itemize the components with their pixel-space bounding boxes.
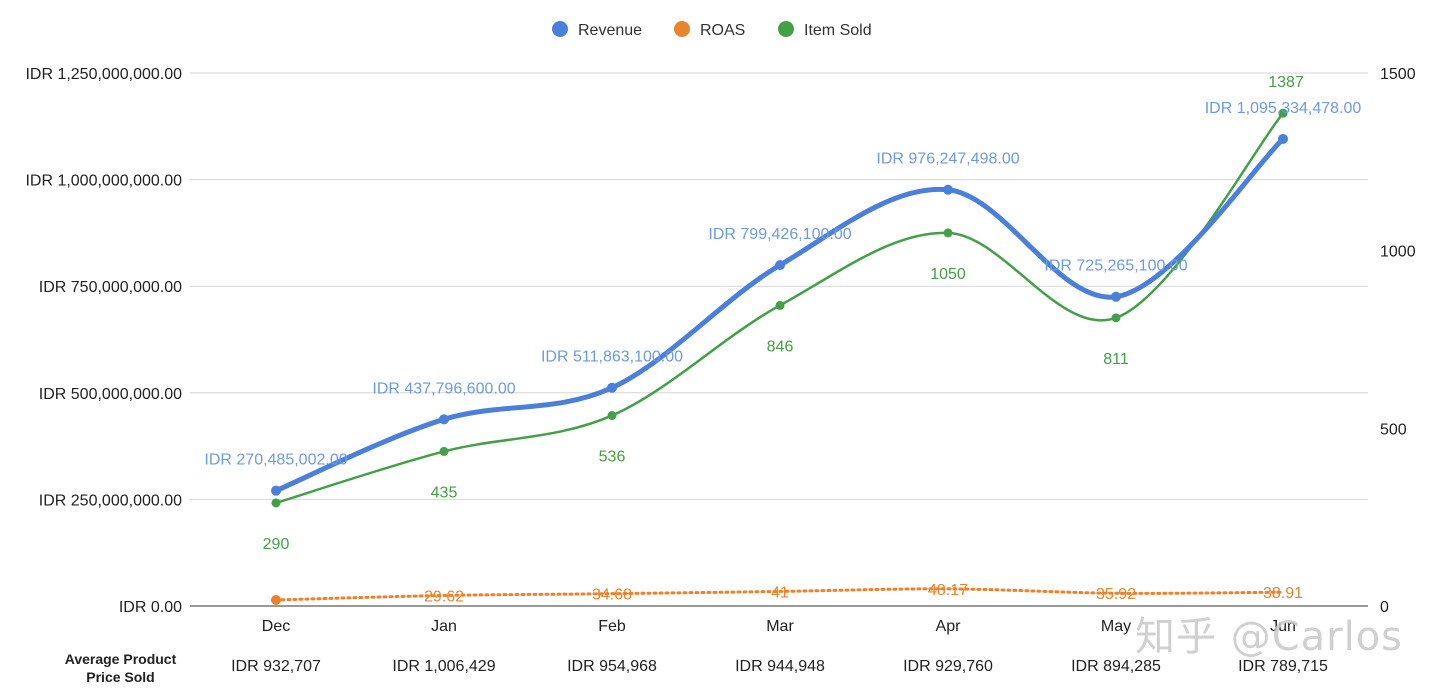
revenue-line [273,136,1286,494]
left-tick-label-1: IDR 250,000,000.00 [39,492,182,509]
right-tick-label-0: 0 [1380,599,1389,616]
x-tick-label-jan: Jan [431,618,457,635]
roas-label-may: 35.92 [1096,586,1136,603]
average-price-feb: IDR 954,968 [567,658,657,675]
left-tick-label-0: IDR 0.00 [119,599,182,616]
x-tick-label-apr: Apr [936,618,962,635]
data-labels: IDR 270,485,002.00 IDR 437,796,600.00 IDR … [204,74,1361,605]
x-tick-label-dec: Dec [262,618,290,635]
x-tick-label-mar: Mar [766,618,794,635]
item-sold-label-jan: 435 [431,484,458,501]
roas-label-apr: 48.17 [928,582,968,599]
item-sold-label-dec: 290 [263,536,290,553]
x-tick-label-jun: Jun [1270,618,1296,635]
average-price-row-label: Average Product Price Sold [48,650,193,686]
item-sold-point-jun [1278,108,1288,118]
gridlines [190,72,1368,607]
legend-marker-roas [674,21,690,37]
legend-label-revenue: Revenue [578,22,642,39]
revenue-label-jun: IDR 1,095,334,478.00 [1205,100,1362,117]
item-sold-label-mar: 846 [767,338,794,355]
left-tick-label-4: IDR 1,000,000,000.00 [25,173,182,190]
average-price-apr: IDR 929,760 [903,658,993,675]
revenue-point-may [1111,291,1121,302]
roas-label-mar: 41 [771,584,789,601]
revenue-point-dec [271,485,281,496]
average-price-may: IDR 894,285 [1071,658,1161,675]
x-tick-label-feb: Feb [598,618,626,635]
roas-line [274,587,1285,602]
left-tick-label-2: IDR 500,000,000.00 [39,386,182,403]
right-tick-label-2: 1000 [1380,244,1416,261]
revenue-point-jan [439,414,449,425]
item-sold-point-feb [607,411,617,421]
item-sold-label-feb: 536 [599,449,626,466]
item-sold-point-may [1111,313,1121,323]
legend: Revenue ROAS Item Sold [552,21,872,39]
left-axis-ticks: IDR 0.00 IDR 250,000,000.00 IDR 500,000,00… [25,66,182,616]
item-sold-label-jun: 1387 [1268,74,1304,91]
revenue-label-jan: IDR 437,796,600.00 [372,380,515,397]
left-tick-label-3: IDR 750,000,000.00 [39,279,182,296]
average-price-label-line2: Price Sold [86,669,155,685]
roas-label-feb: 34.68 [592,587,632,604]
average-price-mar: IDR 944,948 [735,658,825,675]
roas-label-jan: 29.62 [424,588,464,605]
average-price-jan: IDR 1,006,429 [392,658,496,675]
legend-label-roas: ROAS [700,22,745,39]
item-sold-label-apr: 1050 [930,266,966,283]
right-axis-ticks: 0 500 1000 1500 [1380,66,1416,616]
watermark: 知乎 @Carlos [1135,614,1404,660]
item-sold-point-apr [943,228,953,238]
revenue-label-dec: IDR 270,485,002.00 [204,452,347,469]
revenue-point-jun [1278,133,1288,144]
revenue-label-mar: IDR 799,426,100.00 [708,226,851,243]
legend-label-item-sold: Item Sold [804,22,872,39]
revenue-point-apr [943,184,953,195]
roas-label-jun: 38.91 [1263,585,1303,602]
legend-marker-revenue [552,21,568,37]
series-points [271,108,1288,605]
left-tick-label-5: IDR 1,250,000,000.00 [25,66,182,83]
x-axis-ticks: Dec Jan Feb Mar Apr May Jun [262,618,1296,635]
right-tick-label-1: 500 [1380,421,1407,438]
series-lines [273,112,1286,602]
item-sold-label-may: 811 [1103,351,1129,368]
item-sold-point-mar [775,300,785,310]
revenue-label-may: IDR 725,265,100.00 [1044,258,1187,275]
legend-marker-item-sold [778,21,794,37]
x-tick-label-may: May [1101,618,1131,635]
revenue-point-mar [775,260,785,271]
item-sold-point-jan [439,446,449,456]
right-tick-label-3: 1500 [1380,66,1416,83]
average-price-label-line1: Average Product [64,651,177,667]
revenue-label-apr: IDR 976,247,498.00 [876,151,1019,168]
revenue-point-feb [607,382,617,393]
average-price-dec: IDR 932,707 [231,658,321,675]
roas-point-dec [271,594,281,605]
average-price-jun: IDR 789,715 [1238,658,1328,675]
item-sold-point-dec [271,498,281,508]
revenue-label-feb: IDR 511,863,100.00 [541,349,683,366]
